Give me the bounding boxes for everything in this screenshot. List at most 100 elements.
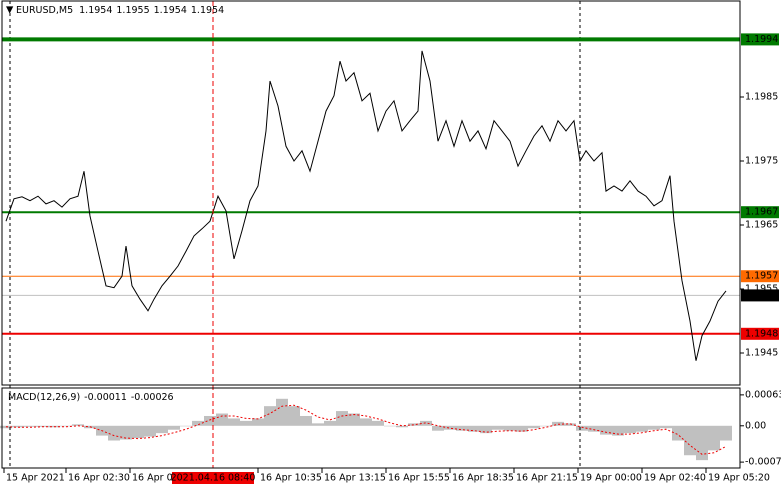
macd-bar — [456, 425, 468, 431]
level-label-bg — [741, 270, 779, 283]
level-label-bg — [741, 327, 779, 340]
macd-bar — [252, 418, 264, 426]
macd-bar — [120, 425, 132, 440]
level-label: 1.1967 — [745, 207, 778, 218]
macd-bar — [600, 425, 612, 435]
macd-bar — [660, 425, 672, 429]
macd-header: MACD(12,26,9) -0.00011 -0.00026 — [8, 392, 174, 403]
macd-bar — [624, 425, 636, 434]
macd-bar — [180, 425, 192, 427]
macd-bar — [516, 425, 528, 432]
macd-bar — [444, 425, 456, 430]
macd-bar — [384, 425, 396, 427]
macd-bar — [324, 420, 336, 426]
macd-bar — [504, 425, 516, 431]
x-tick-label: 15 Apr 2021 — [6, 473, 65, 484]
macd-bar — [360, 418, 372, 426]
macd-bar — [348, 413, 360, 426]
crosshair-label: 2021.04.16 08:40 — [171, 473, 256, 484]
macd-bar — [228, 418, 240, 426]
macd-bar — [12, 425, 24, 428]
macd-signal-line — [5, 404, 727, 455]
macd-bar — [36, 425, 48, 427]
macd-bar — [648, 425, 660, 430]
macd-bar — [312, 423, 324, 426]
crosshair-label-bg — [172, 472, 254, 484]
macd-bar — [204, 415, 216, 426]
level-label-bg — [741, 289, 779, 302]
macd-bar — [144, 425, 156, 437]
x-tick-label: 19 Apr 05:20 — [708, 473, 770, 484]
macd-bar — [588, 425, 600, 432]
x-tick-label: 16 Apr 15:55 — [388, 473, 450, 484]
chart-header: EURUSD,M5 1.1954 1.1955 1.1954 1.1954 — [16, 5, 224, 16]
level-label: 1.1954 — [745, 290, 778, 301]
macd-bar — [432, 425, 444, 431]
x-tick-label: 19 Apr 00:00 — [580, 473, 642, 484]
macd-bar — [60, 425, 72, 427]
level-label: 1.1994 — [745, 34, 778, 45]
macd-bar — [636, 425, 648, 432]
macd-bar — [492, 425, 504, 430]
y-tick-label: 1.1975 — [745, 156, 778, 167]
price-line — [5, 50, 727, 361]
menu-arrow[interactable]: ▼ — [6, 5, 14, 16]
macd-bar — [108, 425, 120, 441]
macd-bar — [576, 425, 588, 431]
y-tick-label: 0.00 — [745, 420, 766, 431]
macd-bar — [564, 423, 576, 426]
x-tick-label: 16 Apr 21:15 — [516, 473, 578, 484]
x-tick-label: 16 Apr 02:30 — [68, 473, 130, 484]
macd-bar — [300, 415, 312, 426]
macd-bar — [612, 425, 624, 436]
macd-bar — [684, 425, 696, 456]
x-tick-label: 16 Apr 05:10 — [132, 473, 194, 484]
y-tick-label: 1.1965 — [745, 220, 778, 231]
level-label: 1.1948 — [745, 328, 778, 339]
macd-signal: -0.00026 — [131, 392, 174, 403]
macd-bar — [372, 420, 384, 426]
macd-bar — [168, 425, 180, 430]
macd-bar — [72, 424, 84, 426]
x-tick-label: 16 Apr 13:15 — [324, 473, 386, 484]
macd-bar — [24, 425, 36, 427]
level-label-bg — [741, 206, 779, 219]
macd-bar — [288, 406, 300, 426]
x-tick-label: 16 Apr 10:35 — [260, 473, 322, 484]
macd-title: MACD(12,26,9) — [8, 392, 80, 403]
macd-bar — [528, 425, 540, 429]
close: 1.1954 — [191, 5, 224, 16]
macd-bar — [276, 398, 288, 426]
macd-bar — [216, 413, 228, 426]
macd-bar — [540, 425, 552, 427]
low: 1.1954 — [154, 5, 187, 16]
macd-bar — [480, 425, 492, 434]
macd-bar — [336, 411, 348, 426]
macd-bar — [468, 425, 480, 432]
y-tick-label: 1.1945 — [745, 348, 778, 359]
price-frame — [1, 0, 741, 386]
macd-bar — [672, 425, 684, 441]
macd-bar — [132, 425, 144, 439]
level-label-bg — [741, 33, 779, 46]
level-label: 1.1957 — [745, 271, 778, 282]
y-tick-label: 1.1985 — [745, 92, 778, 103]
high: 1.1955 — [116, 5, 149, 16]
symbol: EURUSD,M5 — [16, 5, 73, 16]
macd-bar — [720, 425, 732, 441]
y-tick-label: 1.1955 — [745, 284, 778, 295]
macd-bar — [156, 425, 168, 434]
macd-bar — [708, 425, 720, 451]
open: 1.1954 — [79, 5, 112, 16]
macd-bar — [264, 406, 276, 426]
macd-bar — [552, 421, 564, 426]
macd-bar — [696, 425, 708, 461]
y-tick-label: -0.00074 — [745, 457, 781, 468]
y-tick-label: 0.00063 — [745, 389, 781, 400]
macd-bar — [396, 425, 408, 428]
x-tick-label: 19 Apr 02:40 — [644, 473, 706, 484]
macd-bar — [240, 420, 252, 426]
x-tick-label: 16 Apr 18:35 — [452, 473, 514, 484]
